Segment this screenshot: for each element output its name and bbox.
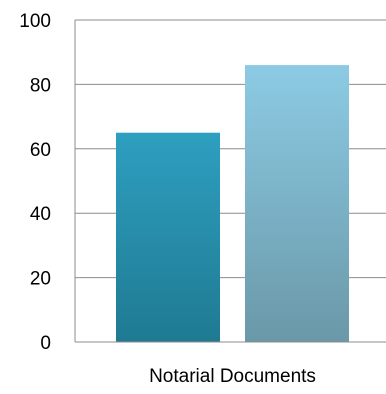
- y-tick-label: 100: [19, 11, 51, 32]
- y-tick-label: 40: [30, 204, 51, 225]
- bars: [116, 65, 349, 342]
- axes: 0 20 40 60 80 100 Notarial Documents: [19, 11, 386, 387]
- y-tick-label: 0: [40, 333, 51, 354]
- y-tick-label: 20: [30, 269, 51, 290]
- y-tick-label: 60: [30, 140, 51, 161]
- bar-series-1: [116, 132, 220, 342]
- x-category-label: Notarial Documents: [149, 366, 316, 387]
- y-tick-label: 80: [30, 75, 51, 96]
- bar-series-2: [245, 65, 349, 342]
